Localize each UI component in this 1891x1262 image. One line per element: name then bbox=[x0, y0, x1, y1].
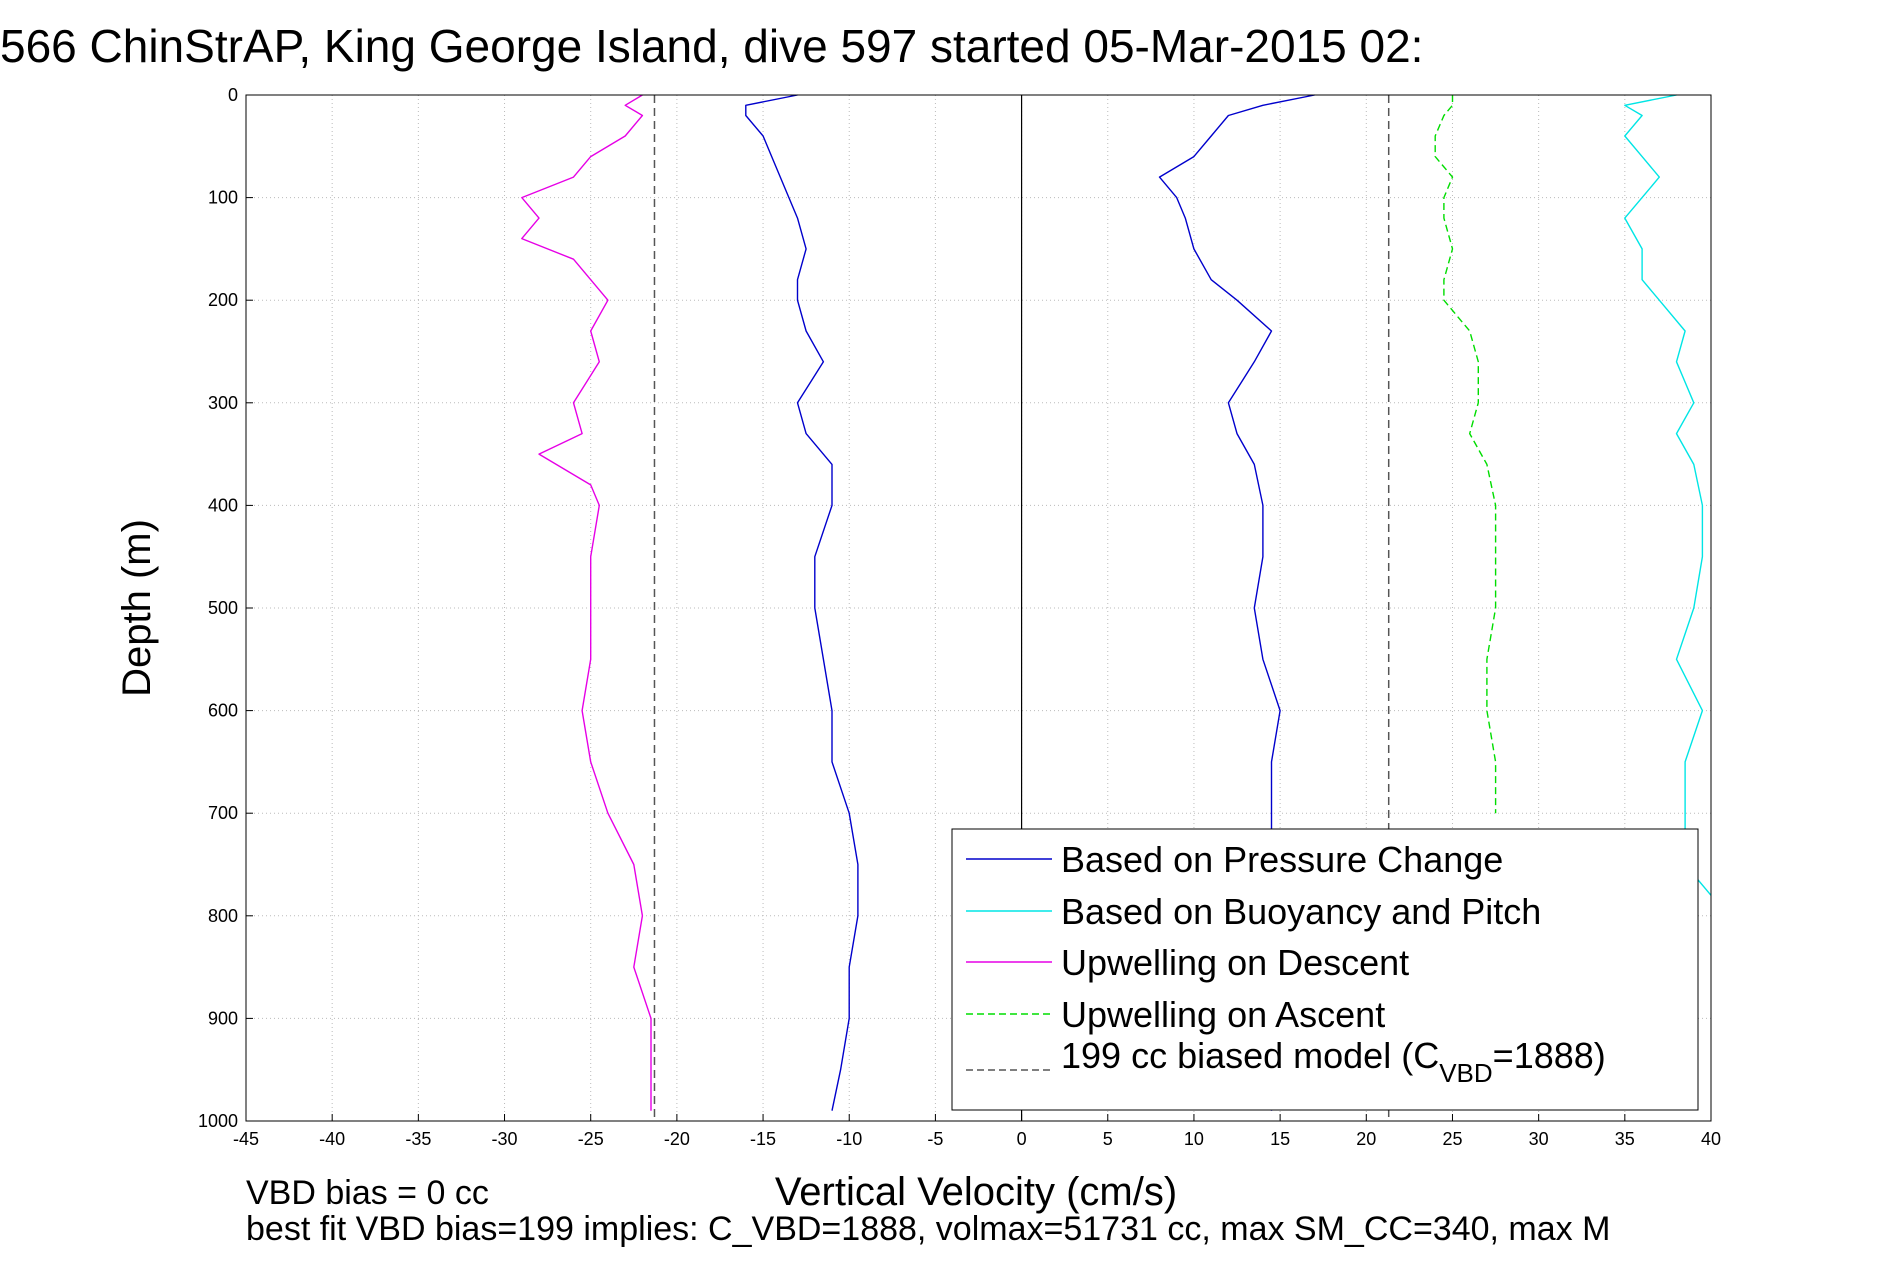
x-tick-label: -25 bbox=[578, 1129, 604, 1149]
x-tick-label: 35 bbox=[1615, 1129, 1635, 1149]
note-best-fit: best fit VBD bias=199 implies: C_VBD=188… bbox=[246, 1210, 1610, 1248]
x-tick-label: -35 bbox=[405, 1129, 431, 1149]
x-tick-label: 30 bbox=[1529, 1129, 1549, 1149]
x-tick-label: 0 bbox=[1017, 1129, 1027, 1149]
x-tick-label: -40 bbox=[319, 1129, 345, 1149]
y-tick-label: 900 bbox=[208, 1008, 238, 1028]
x-tick-label: 10 bbox=[1184, 1129, 1204, 1149]
pressure-descent-line bbox=[745, 94, 859, 1111]
x-tick-label: 40 bbox=[1701, 1129, 1721, 1149]
legend-label-upwelling-descent: Upwelling on Descent bbox=[1061, 942, 1409, 983]
y-tick-label: 0 bbox=[228, 85, 238, 105]
x-axis-label: Vertical Velocity (cm/s) bbox=[775, 1170, 1177, 1214]
x-tick-label: 5 bbox=[1103, 1129, 1113, 1149]
legend-box bbox=[951, 828, 1699, 1111]
x-tick-label: -10 bbox=[836, 1129, 862, 1149]
legend-label-pressure: Based on Pressure Change bbox=[1061, 839, 1503, 880]
x-tick-label: 25 bbox=[1442, 1129, 1462, 1149]
y-tick-label: 500 bbox=[208, 598, 238, 618]
chart-title: 566 ChinStrAP, King George Island, dive … bbox=[0, 20, 1423, 72]
y-tick-label: 400 bbox=[208, 495, 238, 515]
y-tick-labels: 0 100 200 300 400 500 600 700 800 900 1000 bbox=[198, 85, 238, 1131]
y-tick-label: 200 bbox=[208, 290, 238, 310]
y-tick-label: 600 bbox=[208, 701, 238, 721]
y-tick-label: 100 bbox=[208, 188, 238, 208]
grid-lines bbox=[245, 94, 1712, 1122]
x-tick-label: 20 bbox=[1356, 1129, 1376, 1149]
y-tick-label: 300 bbox=[208, 393, 238, 413]
buoyancy-line bbox=[1624, 94, 1712, 896]
x-tick-label: -20 bbox=[664, 1129, 690, 1149]
legend-model-suffix: =1888) bbox=[1493, 1035, 1606, 1076]
x-tick-labels: -45 -40 -35 -30 -25 -20 -15 -10 -5 0 5 10 15 20 25 30 35… bbox=[233, 1129, 1721, 1149]
y-tick-label: 800 bbox=[208, 906, 238, 926]
legend-label-model: 199 cc biased model (CVBD=1888) bbox=[1061, 1035, 1606, 1088]
x-tick-label: -5 bbox=[927, 1129, 943, 1149]
x-tick-label: -45 bbox=[233, 1129, 259, 1149]
y-tick-label: 1000 bbox=[198, 1111, 238, 1131]
series-lines bbox=[521, 94, 1712, 1111]
x-tick-label: 15 bbox=[1270, 1129, 1290, 1149]
plot-frame bbox=[245, 94, 1712, 1122]
upwelling-ascent-line bbox=[1434, 95, 1497, 814]
legend-label-buoyancy: Based on Buoyancy and Pitch bbox=[1061, 891, 1541, 932]
legend-label-upwelling-ascent: Upwelling on Ascent bbox=[1061, 994, 1385, 1035]
upwelling-descent-line bbox=[521, 94, 652, 1111]
note-vbd-bias: VBD bias = 0 cc bbox=[246, 1174, 489, 1212]
y-tick-label: 700 bbox=[208, 803, 238, 823]
legend: Based on Pressure Change Based on Buoyan… bbox=[951, 828, 1699, 1111]
y-axis-label: Depth (m) bbox=[115, 519, 159, 697]
legend-model-prefix: 199 cc biased model (C bbox=[1061, 1035, 1439, 1076]
x-tick-label: -15 bbox=[750, 1129, 776, 1149]
x-tick-label: -30 bbox=[492, 1129, 518, 1149]
legend-model-subscript: VBD bbox=[1439, 1058, 1492, 1088]
